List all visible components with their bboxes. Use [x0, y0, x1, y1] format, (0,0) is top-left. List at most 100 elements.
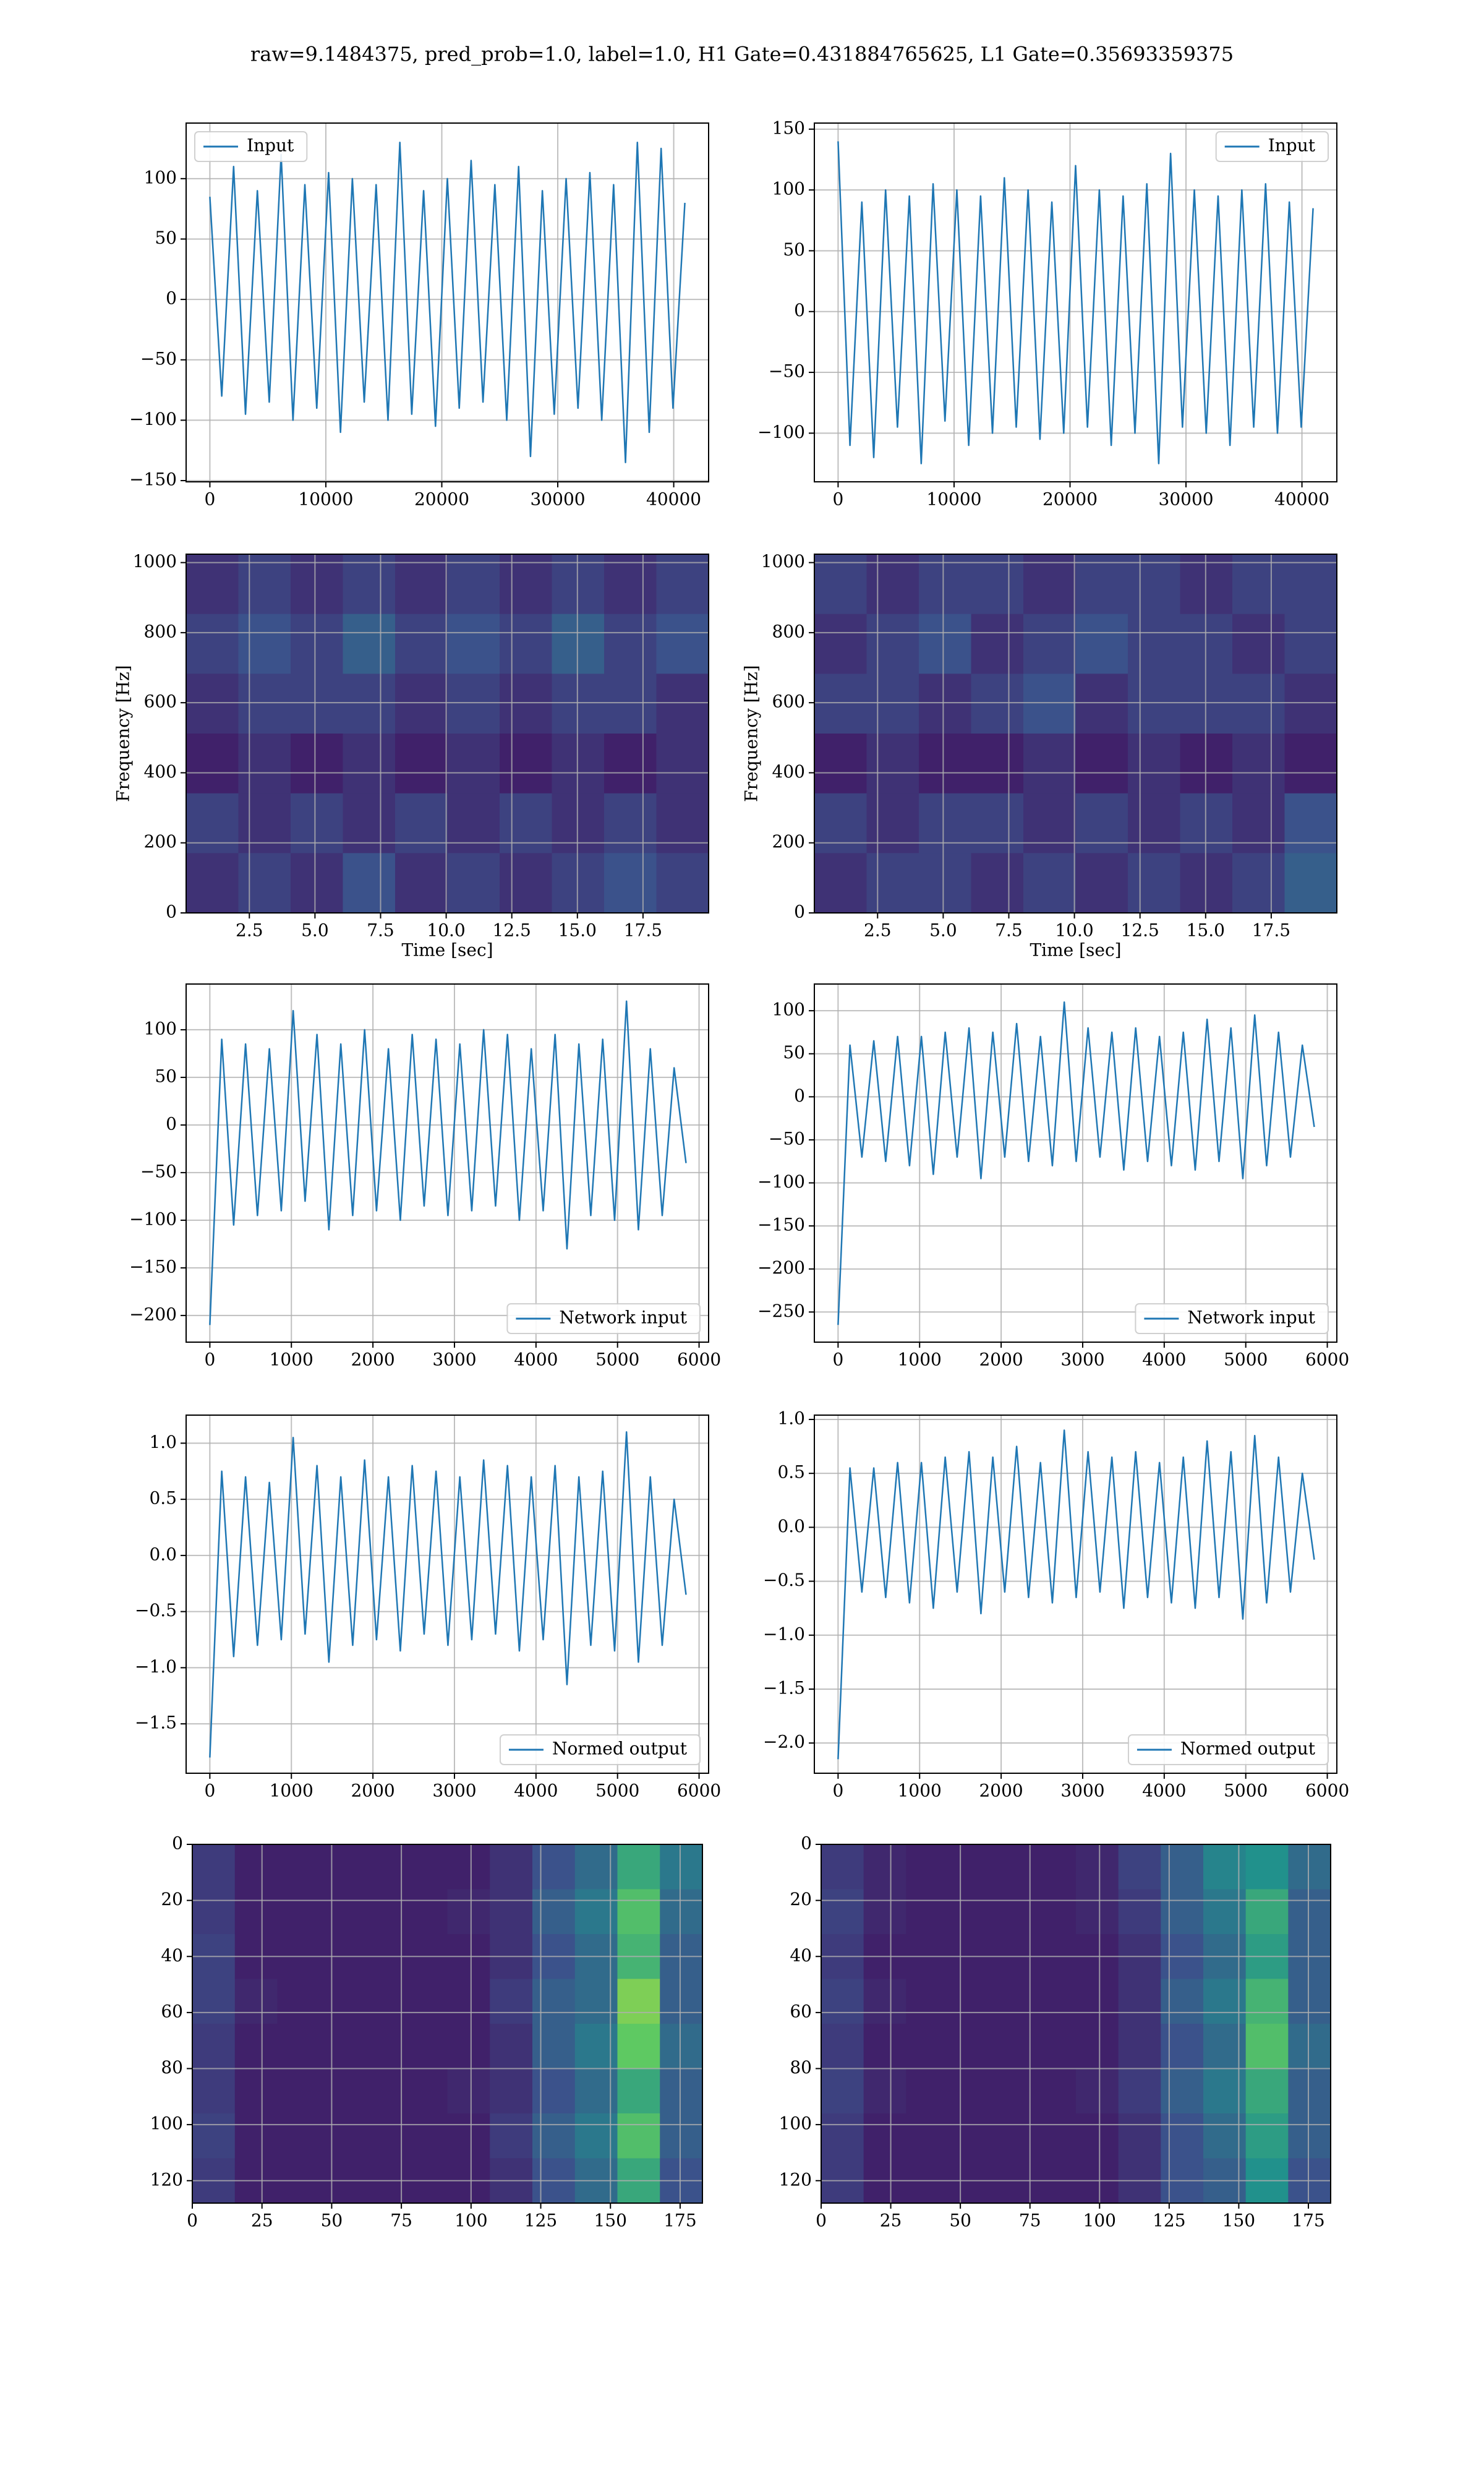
heatmap-cell — [277, 2113, 320, 2159]
x-tick-label: 5.0 — [929, 920, 957, 941]
heatmap-cell — [238, 554, 291, 615]
y-tick-label: 0 — [166, 288, 177, 309]
heatmap-cell — [1075, 614, 1128, 674]
heatmap-cell — [1288, 1844, 1331, 1890]
x-tick-label: 0 — [832, 1781, 843, 1801]
y-tick-label: 100 — [150, 2113, 183, 2134]
heatmap-cell — [404, 2068, 448, 2114]
heatmap-cell — [277, 1889, 320, 1935]
y-tick-label: 0 — [801, 1833, 812, 1854]
y-tick-label: 0 — [166, 1113, 177, 1134]
heatmap-cell — [574, 1979, 618, 2024]
heatmap-cell — [919, 554, 971, 615]
y-tick-label: 1.0 — [777, 1408, 805, 1428]
y-tick-label: 200 — [144, 831, 177, 852]
heatmap-cell — [949, 1889, 992, 1935]
heatmap-cell — [1076, 2113, 1119, 2159]
heatmap-cell — [656, 674, 709, 734]
x-tick-label: 17.5 — [1252, 920, 1290, 941]
legend-box — [1215, 131, 1329, 162]
heatmap-cell — [919, 853, 971, 914]
heatmap-cell — [1076, 2024, 1119, 2069]
x-tick-label: 125 — [524, 2211, 557, 2231]
y-tick-label: 80 — [790, 2057, 812, 2078]
y-tick-label: 0.0 — [777, 1516, 805, 1536]
x-tick-label: 5000 — [1224, 1781, 1268, 1801]
heatmap-cell — [1128, 674, 1180, 734]
heatmap-cell — [234, 2068, 278, 2114]
subplot: 0 25 50 75 100 125 150 175 0 20 40 60 80 100 120 — [779, 1833, 1331, 2231]
heatmap-cell — [863, 1979, 906, 2024]
heatmap-cell — [1232, 614, 1285, 674]
heatmap-cell — [404, 1844, 448, 1890]
x-tick-label: 12.5 — [493, 920, 531, 941]
heatmap-cell — [238, 734, 291, 794]
heatmap-cell — [991, 2024, 1034, 2069]
y-tick-label: 0 — [794, 902, 805, 922]
heatmap-cell — [1245, 1889, 1289, 1935]
heatmap-cell — [1232, 793, 1285, 854]
heatmap-cell — [277, 2068, 320, 2114]
heatmap-cell — [234, 1979, 278, 2024]
heatmap-cell — [320, 2024, 363, 2069]
heatmap-cell — [1180, 674, 1233, 734]
heatmap-cell — [291, 734, 343, 794]
heatmap-cell — [991, 1844, 1034, 1890]
heatmap-cell — [532, 1979, 576, 2024]
heatmap-cell — [277, 1844, 320, 1890]
heatmap-cell — [404, 2113, 448, 2159]
heatmap-cell — [617, 2024, 660, 2069]
heatmap-cell — [617, 1844, 660, 1890]
y-tick-label: −50 — [140, 1161, 177, 1181]
y-tick-label: 100 — [144, 167, 177, 187]
heatmap-cell — [1284, 614, 1337, 674]
heatmap-cell — [919, 674, 971, 734]
heatmap-cell — [192, 2113, 236, 2159]
heatmap-cell — [866, 674, 919, 734]
x-tick-label: 100 — [1083, 2211, 1116, 2231]
heatmap-cell — [1245, 2113, 1289, 2159]
heatmap-cell — [395, 734, 448, 794]
subplot: 0 1000 2000 3000 4000 5000 6000 −2.0 −1.5 −1.0 −0.… — [763, 1408, 1349, 1800]
x-tick-label: 7.5 — [367, 920, 394, 941]
heatmap-cell — [1203, 2113, 1247, 2159]
heatmap-cell — [238, 614, 291, 674]
y-tick-label: −50 — [140, 348, 177, 369]
legend: Network input — [506, 1303, 701, 1334]
heatmap-cell — [971, 614, 1024, 674]
axes-frame — [186, 983, 709, 1343]
heatmap-cell — [1075, 793, 1128, 854]
heatmap-cell — [362, 1979, 406, 2024]
heatmap-cell — [991, 1889, 1034, 1935]
heatmap-cell — [532, 1889, 576, 1935]
y-tick-label: 60 — [161, 2001, 183, 2021]
heatmap-cell — [186, 554, 239, 615]
heatmap-cell — [362, 2068, 406, 2114]
heatmap-cell — [291, 614, 343, 674]
y-tick-label: −100 — [757, 422, 805, 442]
heatmap-cell — [1128, 614, 1180, 674]
heatmap-cell — [656, 614, 709, 674]
heatmap-cell — [1284, 734, 1337, 794]
x-tick-label: 0 — [187, 2211, 198, 2231]
legend: Network input — [1135, 1303, 1329, 1334]
heatmap-cell — [1023, 793, 1076, 854]
y-tick-label: −200 — [757, 1257, 805, 1278]
heatmap-cell — [447, 1844, 490, 1890]
x-tick-label: 50 — [321, 2211, 343, 2231]
heatmap-cell — [1033, 1889, 1077, 1935]
x-tick-label: 20000 — [414, 489, 469, 510]
x-tick-label: 2.5 — [864, 920, 892, 941]
y-tick-label: 120 — [150, 2169, 183, 2189]
heatmap-cell — [447, 2024, 490, 2069]
y-tick-label: 800 — [772, 621, 805, 641]
heatmap-cell — [447, 793, 500, 854]
x-tick-label: 5.0 — [301, 920, 329, 941]
heatmap-cell — [656, 554, 709, 615]
subplot: 0 25 50 75 100 125 150 175 0 20 40 60 80 100 120 — [150, 1833, 703, 2231]
heatmap-cell — [919, 734, 971, 794]
heatmap-cell — [404, 1889, 448, 1935]
heatmap-cell — [238, 793, 291, 854]
heatmap-cell — [192, 1979, 236, 2024]
heatmap-cell — [660, 1979, 703, 2024]
